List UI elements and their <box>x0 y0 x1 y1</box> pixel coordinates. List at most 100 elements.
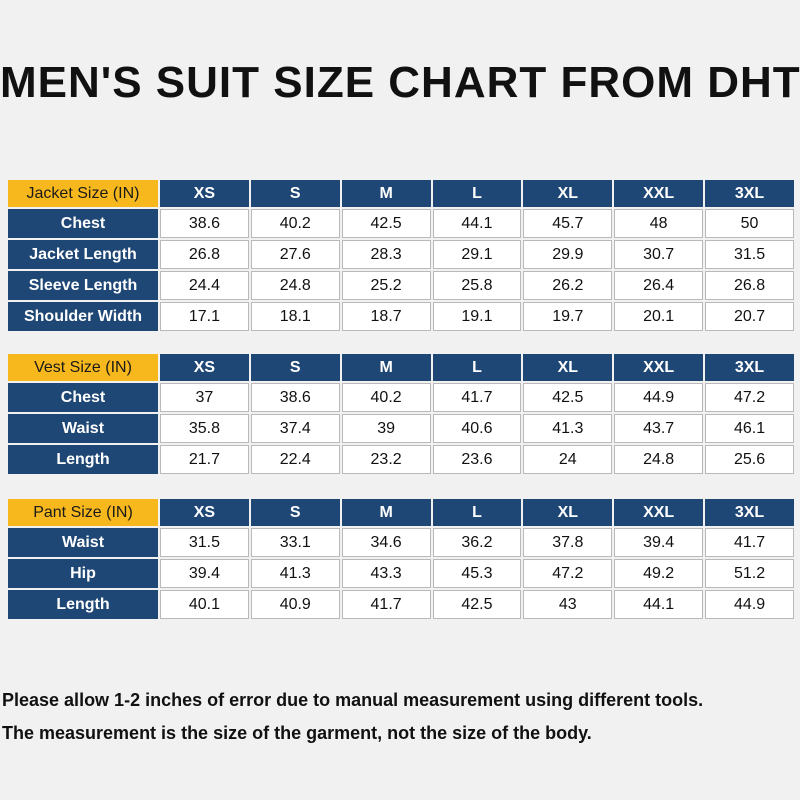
table-cell: 39 <box>341 414 431 443</box>
table-row: Jacket Length 26.8 27.6 28.3 29.1 29.9 3… <box>8 240 794 269</box>
size-header: M <box>341 180 431 207</box>
table-cell: 37.8 <box>523 528 613 557</box>
table-cell: 23.6 <box>432 445 522 474</box>
table-cell: 43 <box>523 590 613 619</box>
table-cell: 25.6 <box>705 445 794 474</box>
size-header: 3XL <box>705 354 794 381</box>
table-cell: 40.2 <box>341 383 431 412</box>
table-cell: 39.4 <box>614 528 704 557</box>
size-header: S <box>250 499 340 526</box>
table-cell: 42.5 <box>341 209 431 238</box>
table-corner-label: Vest Size (IN) <box>8 354 158 381</box>
table-cell: 20.7 <box>705 302 794 331</box>
table-corner-label: Jacket Size (IN) <box>8 180 158 207</box>
table-cell: 41.3 <box>250 559 340 588</box>
table-cell: 40.1 <box>160 590 249 619</box>
table-cell: 46.1 <box>705 414 794 443</box>
row-label: Chest <box>8 383 158 412</box>
vest-size-table: Vest Size (IN) XS S M L XL XXL 3XL Chest… <box>6 352 796 476</box>
size-header: XL <box>523 354 613 381</box>
row-label: Length <box>8 590 158 619</box>
table-cell: 22.4 <box>250 445 340 474</box>
table-cell: 20.1 <box>614 302 704 331</box>
table-cell: 34.6 <box>341 528 431 557</box>
table-cell: 45.3 <box>432 559 522 588</box>
table-cell: 29.1 <box>432 240 522 269</box>
table-cell: 21.7 <box>160 445 249 474</box>
table-row: Chest 38.6 40.2 42.5 44.1 45.7 48 50 <box>8 209 794 238</box>
row-label: Length <box>8 445 158 474</box>
row-label: Waist <box>8 528 158 557</box>
table-row: Sleeve Length 24.4 24.8 25.2 25.8 26.2 2… <box>8 271 794 300</box>
table-header-row: Pant Size (IN) XS S M L XL XXL 3XL <box>8 499 794 526</box>
table-cell: 26.8 <box>160 240 249 269</box>
table-cell: 49.2 <box>614 559 704 588</box>
size-header: XL <box>523 499 613 526</box>
table-row: Hip 39.4 41.3 43.3 45.3 47.2 49.2 51.2 <box>8 559 794 588</box>
row-label: Chest <box>8 209 158 238</box>
table-cell: 47.2 <box>705 383 794 412</box>
table-cell: 43.3 <box>341 559 431 588</box>
table-cell: 25.2 <box>341 271 431 300</box>
table-cell: 24 <box>523 445 613 474</box>
table-cell: 38.6 <box>250 383 340 412</box>
jacket-size-table: Jacket Size (IN) XS S M L XL XXL 3XL Che… <box>6 178 796 333</box>
table-cell: 17.1 <box>160 302 249 331</box>
table-cell: 19.1 <box>432 302 522 331</box>
size-header: M <box>341 354 431 381</box>
table-cell: 44.1 <box>432 209 522 238</box>
table-cell: 40.2 <box>250 209 340 238</box>
size-header: XS <box>160 499 249 526</box>
row-label: Hip <box>8 559 158 588</box>
table-cell: 18.7 <box>341 302 431 331</box>
table-cell: 39.4 <box>160 559 249 588</box>
table-cell: 51.2 <box>705 559 794 588</box>
row-label: Shoulder Width <box>8 302 158 331</box>
table-cell: 24.8 <box>250 271 340 300</box>
table-cell: 40.6 <box>432 414 522 443</box>
size-header: XL <box>523 180 613 207</box>
table-cell: 48 <box>614 209 704 238</box>
table-cell: 44.9 <box>705 590 794 619</box>
table-cell: 41.7 <box>705 528 794 557</box>
table-cell: 50 <box>705 209 794 238</box>
table-cell: 41.7 <box>432 383 522 412</box>
row-label: Jacket Length <box>8 240 158 269</box>
table-header-row: Jacket Size (IN) XS S M L XL XXL 3XL <box>8 180 794 207</box>
table-row: Chest 37 38.6 40.2 41.7 42.5 44.9 47.2 <box>8 383 794 412</box>
pant-size-table: Pant Size (IN) XS S M L XL XXL 3XL Waist… <box>6 497 796 621</box>
row-label: Sleeve Length <box>8 271 158 300</box>
table-cell: 45.7 <box>523 209 613 238</box>
table-cell: 26.4 <box>614 271 704 300</box>
table-cell: 44.9 <box>614 383 704 412</box>
size-header: L <box>432 354 522 381</box>
size-header: XS <box>160 180 249 207</box>
table-header-row: Vest Size (IN) XS S M L XL XXL 3XL <box>8 354 794 381</box>
table-row: Waist 35.8 37.4 39 40.6 41.3 43.7 46.1 <box>8 414 794 443</box>
table-cell: 36.2 <box>432 528 522 557</box>
table-cell: 29.9 <box>523 240 613 269</box>
garment-size-note: The measurement is the size of the garme… <box>2 723 592 743</box>
table-cell: 43.7 <box>614 414 704 443</box>
table-cell: 30.7 <box>614 240 704 269</box>
table-row: Length 21.7 22.4 23.2 23.6 24 24.8 25.6 <box>8 445 794 474</box>
table-row: Shoulder Width 17.1 18.1 18.7 19.1 19.7 … <box>8 302 794 331</box>
table-cell: 37.4 <box>250 414 340 443</box>
table-cell: 31.5 <box>705 240 794 269</box>
table-cell: 19.7 <box>523 302 613 331</box>
table-cell: 35.8 <box>160 414 249 443</box>
table-cell: 41.7 <box>341 590 431 619</box>
size-header: XS <box>160 354 249 381</box>
size-header: 3XL <box>705 180 794 207</box>
table-cell: 38.6 <box>160 209 249 238</box>
page-title: MEN'S SUIT SIZE CHART FROM DHTS <box>0 58 800 107</box>
table-cell: 18.1 <box>250 302 340 331</box>
size-header: S <box>250 354 340 381</box>
size-header: XXL <box>614 354 704 381</box>
size-header: XXL <box>614 180 704 207</box>
size-header: M <box>341 499 431 526</box>
table-corner-label: Pant Size (IN) <box>8 499 158 526</box>
table-cell: 24.8 <box>614 445 704 474</box>
table-cell: 41.3 <box>523 414 613 443</box>
table-cell: 33.1 <box>250 528 340 557</box>
